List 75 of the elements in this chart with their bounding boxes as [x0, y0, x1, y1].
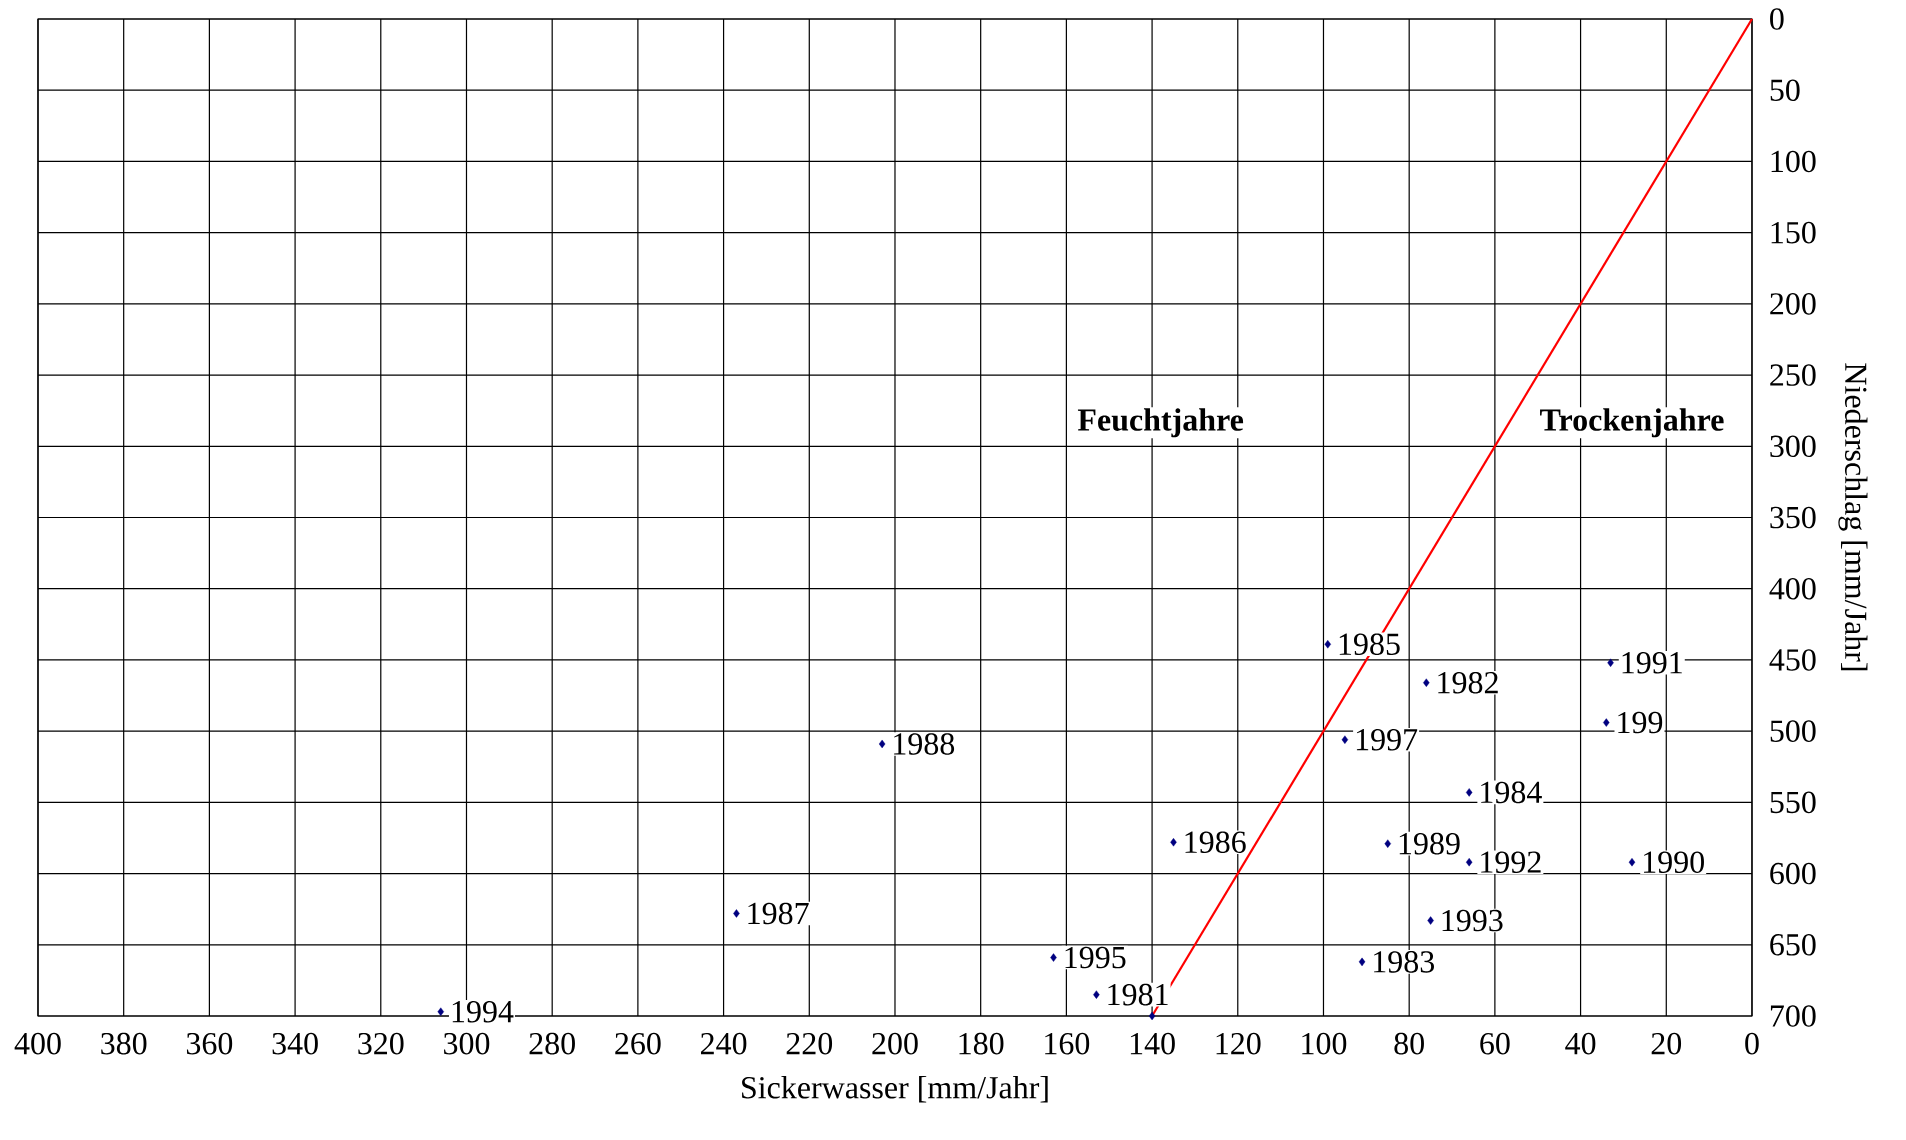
annotation: 199 — [1618, 711, 1663, 734]
y-tick-label: 150 — [1771, 221, 1816, 244]
y-tick-label: 50 — [1770, 79, 1800, 102]
annotation: 1995 — [1065, 946, 1126, 969]
y-tick-label: 450 — [1769, 649, 1816, 671]
point — [1603, 718, 1610, 727]
x-tick-label: 400 — [14, 1032, 61, 1055]
annotation: 1981 — [1108, 983, 1168, 1006]
y-tick-label: 500 — [1770, 720, 1816, 742]
y-tick-label: 200 — [1770, 293, 1816, 315]
point — [1170, 838, 1177, 847]
point — [1465, 857, 1473, 867]
point — [1358, 957, 1366, 967]
point — [1093, 990, 1100, 999]
x-tick-label: 360 — [186, 1032, 233, 1055]
point — [1384, 839, 1391, 848]
y-tick-label: 350 — [1770, 506, 1816, 529]
x-tick-label: 0 — [1745, 1032, 1759, 1055]
x-tick-label: 40 — [1565, 1032, 1596, 1055]
y-tick-label: 700 — [1770, 1005, 1816, 1027]
x-tick-label: 60 — [1480, 1032, 1510, 1055]
y-axis-title: Niederschlag [mm/Jahr] — [1838, 363, 1868, 671]
x-tick-label: 220 — [786, 1032, 833, 1055]
y-tick-label: 550 — [1770, 791, 1816, 814]
annotation: 1989 — [1399, 832, 1460, 855]
point — [1607, 658, 1614, 667]
annotation: 1992 — [1481, 851, 1541, 873]
y-tick-label: 400 — [1769, 577, 1816, 600]
point — [437, 1007, 444, 1016]
point — [1050, 953, 1057, 962]
annotation: 1997 — [1356, 728, 1418, 751]
point — [1148, 1011, 1156, 1021]
x-tick-label: 300 — [444, 1032, 490, 1055]
y-tick-label: 650 — [1770, 933, 1816, 956]
y-tick-label: 600 — [1770, 862, 1816, 885]
annotation: 1988 — [894, 733, 955, 755]
point — [733, 909, 740, 918]
point — [1628, 857, 1636, 867]
point — [1423, 678, 1430, 687]
point — [1324, 640, 1331, 649]
point — [1465, 788, 1473, 797]
y-tick-label: 100 — [1771, 150, 1816, 173]
x-tick-label: 160 — [1045, 1032, 1090, 1055]
y-tick-label: 250 — [1770, 364, 1816, 386]
annotation: 1993 — [1442, 909, 1503, 932]
x-tick-label: 340 — [272, 1032, 318, 1055]
annotation: 1987 — [748, 902, 809, 925]
x-tick-label: 140 — [1130, 1032, 1175, 1055]
annotation: 1990 — [1644, 851, 1704, 873]
annotation: Trockenjahre — [1540, 408, 1724, 438]
x-tick-label: 20 — [1651, 1032, 1682, 1055]
y-tick-label: 300 — [1770, 435, 1816, 458]
point — [1427, 916, 1434, 925]
x-tick-label: 260 — [615, 1032, 661, 1055]
annotation: 1985 — [1339, 633, 1400, 656]
annotation: 1994 — [452, 1000, 514, 1023]
x-tick-label: 180 — [959, 1032, 1004, 1055]
x-tick-label: 120 — [1216, 1032, 1261, 1055]
annotation: Feuchtjahre — [1077, 408, 1244, 438]
annotation: 1986 — [1185, 831, 1246, 854]
x-tick-label: 320 — [358, 1032, 404, 1055]
annotation: 1982 — [1438, 671, 1498, 694]
x-tick-label: 80 — [1394, 1032, 1424, 1055]
point — [878, 739, 886, 749]
x-tick-label: 240 — [701, 1032, 747, 1055]
point — [1341, 735, 1349, 744]
x-tick-label: 380 — [101, 1032, 147, 1055]
y-tick-label: 0 — [1770, 8, 1784, 30]
x-tick-label: 100 — [1302, 1032, 1347, 1055]
x-axis-title: Sickerwasser [mm/Jahr] — [742, 1076, 1048, 1103]
annotation: 1983 — [1374, 951, 1434, 973]
x-tick-label: 280 — [529, 1032, 575, 1055]
annotation: 1984 — [1481, 781, 1542, 804]
annotation: 1991 — [1622, 652, 1682, 674]
x-tick-label: 200 — [872, 1032, 918, 1055]
